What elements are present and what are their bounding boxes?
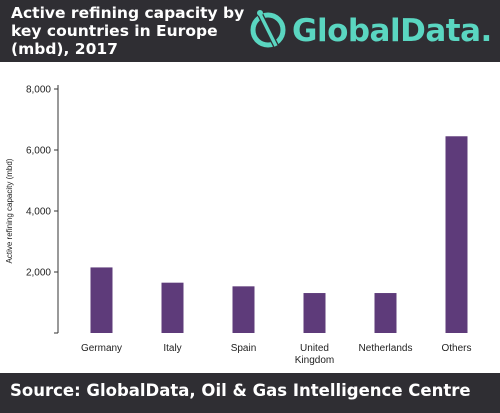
bar-germany <box>90 267 113 333</box>
x-tick-label-spain: Spain <box>231 343 257 354</box>
logo-text: GlobalData. <box>292 13 492 49</box>
y-tick-label-8000: 8,000 <box>26 85 51 96</box>
header-bar: Active refining capacity by key countrie… <box>0 0 500 62</box>
y-tick-label-4000: 4,000 <box>26 207 51 218</box>
bar-chart: 2,000 4,000 6,000 8,000 Active refining capa… <box>5 85 472 367</box>
x-tick-label-germany: Germany <box>81 343 122 354</box>
bar-others <box>445 136 468 333</box>
y-tick-label-2000: 2,000 <box>26 268 51 279</box>
globaldata-logo: GlobalData. <box>248 8 493 54</box>
x-tick-label-others: Others <box>441 343 471 354</box>
x-tick-label-united-kingdom: United Kingdom <box>295 343 334 366</box>
bar-italy <box>161 282 184 333</box>
x-tick-label-netherlands: Netherlands <box>359 343 413 354</box>
source-text: Source: GlobalData, Oil & Gas Intelligen… <box>10 381 471 400</box>
globaldata-logo-icon <box>250 10 286 50</box>
x-tick-label-italy: Italy <box>163 343 181 354</box>
y-axis-label: Active refining capacity (mbd) <box>5 158 14 263</box>
bar-netherlands <box>374 293 397 333</box>
bar-spain <box>232 286 255 333</box>
footer-bar: Source: GlobalData, Oil & Gas Intelligen… <box>0 373 500 413</box>
bar-united-kingdom <box>303 293 326 333</box>
chart-title: Active refining capacity by key countrie… <box>11 4 245 58</box>
y-tick-label-6000: 6,000 <box>26 146 51 157</box>
